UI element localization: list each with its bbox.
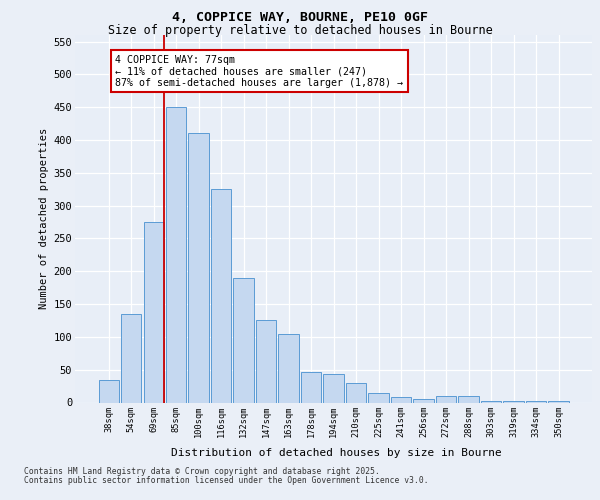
Bar [548, 400, 569, 402]
Bar [256, 320, 276, 402]
Text: 4, COPPICE WAY, BOURNE, PE10 0GF: 4, COPPICE WAY, BOURNE, PE10 0GF [172, 11, 428, 24]
Text: Contains public sector information licensed under the Open Government Licence v3: Contains public sector information licen… [24, 476, 428, 485]
Text: Size of property relative to detached houses in Bourne: Size of property relative to detached ho… [107, 24, 493, 37]
Bar [391, 397, 411, 402]
Bar [458, 396, 479, 402]
Bar [526, 401, 546, 402]
Bar [121, 314, 141, 402]
Bar [166, 107, 186, 403]
Bar [301, 372, 321, 402]
Bar [503, 401, 524, 402]
Bar [368, 392, 389, 402]
Bar [211, 189, 231, 402]
Text: Distribution of detached houses by size in Bourne: Distribution of detached houses by size … [170, 448, 502, 458]
Bar [233, 278, 254, 402]
Bar [413, 399, 434, 402]
Text: Contains HM Land Registry data © Crown copyright and database right 2025.: Contains HM Land Registry data © Crown c… [24, 467, 380, 476]
Bar [278, 334, 299, 402]
Bar [98, 380, 119, 402]
Bar [346, 383, 366, 402]
Bar [323, 374, 344, 402]
Bar [481, 400, 501, 402]
Bar [436, 396, 456, 402]
Text: 4 COPPICE WAY: 77sqm
← 11% of detached houses are smaller (247)
87% of semi-deta: 4 COPPICE WAY: 77sqm ← 11% of detached h… [115, 54, 403, 88]
Y-axis label: Number of detached properties: Number of detached properties [40, 128, 49, 310]
Bar [143, 222, 164, 402]
Bar [188, 134, 209, 402]
